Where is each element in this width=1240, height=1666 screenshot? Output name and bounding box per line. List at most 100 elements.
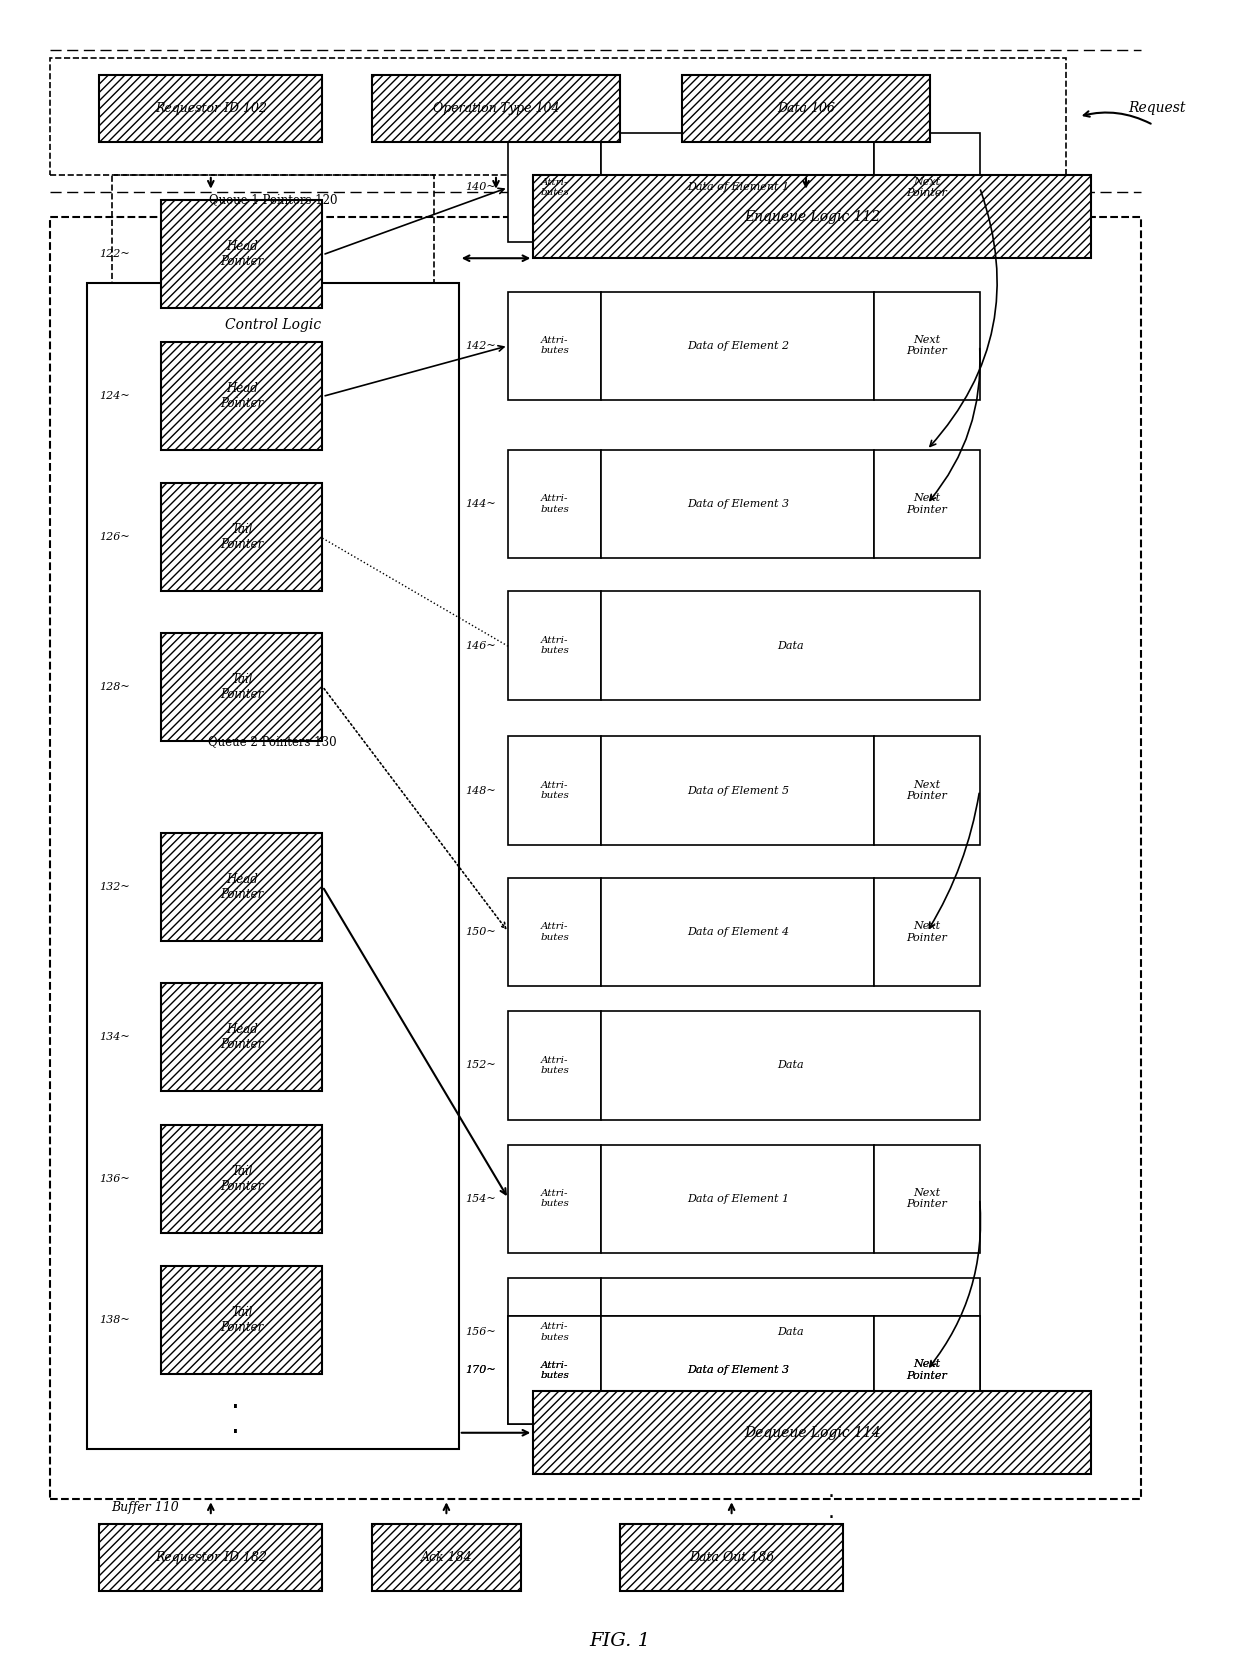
Text: 150~: 150~ <box>465 926 496 938</box>
Text: Control Logic: Control Logic <box>224 318 321 332</box>
Text: Data Out 186: Data Out 186 <box>689 1551 774 1564</box>
Bar <box>533 1391 1091 1474</box>
Text: Attri-
butes: Attri- butes <box>541 495 569 513</box>
Bar <box>601 1145 874 1253</box>
Bar <box>601 1278 980 1386</box>
Bar <box>161 200 322 308</box>
Bar <box>508 591 601 700</box>
Text: Data: Data <box>777 1326 804 1338</box>
Text: ·: · <box>231 1419 241 1446</box>
Bar <box>161 342 322 450</box>
Bar <box>508 133 601 242</box>
Text: 138~: 138~ <box>99 1314 130 1326</box>
Text: Attri-
butes: Attri- butes <box>541 178 569 197</box>
Text: Next
Pointer: Next Pointer <box>906 780 947 801</box>
Bar <box>50 58 1066 175</box>
Text: Data 106: Data 106 <box>777 102 835 115</box>
Bar <box>372 75 620 142</box>
Bar <box>874 450 980 558</box>
Text: Tail
Pointer: Tail Pointer <box>221 523 263 551</box>
Bar <box>601 133 874 242</box>
Text: 142~: 142~ <box>465 340 496 352</box>
Bar <box>508 878 601 986</box>
Text: Attri-
butes: Attri- butes <box>541 1190 569 1208</box>
Bar <box>601 736 874 845</box>
Text: FIG. 1: FIG. 1 <box>589 1633 651 1649</box>
Bar <box>508 292 601 400</box>
Text: Data of Element 3: Data of Element 3 <box>687 498 789 510</box>
Bar <box>874 1316 980 1424</box>
Text: 170~: 170~ <box>465 1364 496 1376</box>
Text: 152~: 152~ <box>465 1060 496 1071</box>
Bar <box>601 1316 874 1424</box>
Text: Attri-
butes: Attri- butes <box>541 337 569 355</box>
Bar <box>601 878 874 986</box>
Bar <box>874 1316 980 1424</box>
Bar <box>508 450 601 558</box>
Text: 146~: 146~ <box>465 640 496 651</box>
Text: Queue 2 Pointers 130: Queue 2 Pointers 130 <box>208 735 337 748</box>
Bar <box>874 133 980 242</box>
Text: Next
Pointer: Next Pointer <box>906 493 947 515</box>
Text: 126~: 126~ <box>99 531 130 543</box>
Text: Data of Element 3: Data of Element 3 <box>687 1364 789 1376</box>
Bar <box>601 450 874 558</box>
Bar <box>620 1524 843 1591</box>
Text: Requestor ID 102: Requestor ID 102 <box>155 102 267 115</box>
Text: Attri-
butes: Attri- butes <box>541 1361 569 1379</box>
Bar <box>161 833 322 941</box>
Text: ·: · <box>827 1508 835 1528</box>
Text: Data of Element 5: Data of Element 5 <box>687 785 789 796</box>
Text: Next
Pointer: Next Pointer <box>906 1188 947 1210</box>
Text: Head
Pointer: Head Pointer <box>221 1023 263 1051</box>
Text: Tail
Pointer: Tail Pointer <box>221 1165 263 1193</box>
Text: ·: · <box>231 1394 241 1421</box>
Bar <box>601 1011 980 1120</box>
Text: Data of Element 1: Data of Element 1 <box>687 1193 789 1205</box>
Text: 132~: 132~ <box>99 881 130 893</box>
Text: Buffer 110: Buffer 110 <box>112 1501 180 1514</box>
Bar <box>601 1316 874 1424</box>
Bar <box>99 1524 322 1591</box>
Text: Operation Type 104: Operation Type 104 <box>433 102 559 115</box>
Text: Attri-
butes: Attri- butes <box>541 636 569 655</box>
Bar <box>50 217 1141 1499</box>
Text: Next
Pointer: Next Pointer <box>906 921 947 943</box>
Text: 124~: 124~ <box>99 390 130 402</box>
Text: 148~: 148~ <box>465 785 496 796</box>
Text: Enqueue Logic 112: Enqueue Logic 112 <box>744 210 880 223</box>
Text: 140~: 140~ <box>465 182 496 193</box>
Text: Attri-
butes: Attri- butes <box>541 1361 569 1379</box>
Bar <box>874 292 980 400</box>
Bar <box>161 633 322 741</box>
Text: Ack 184: Ack 184 <box>420 1551 472 1564</box>
Text: Data: Data <box>777 1060 804 1071</box>
Bar <box>533 175 1091 258</box>
Text: 154~: 154~ <box>465 1193 496 1205</box>
Bar <box>87 283 459 1449</box>
Text: Attri-
butes: Attri- butes <box>541 923 569 941</box>
Text: Next
Pointer: Next Pointer <box>906 177 947 198</box>
Text: Dequeue Logic 114: Dequeue Logic 114 <box>744 1426 880 1439</box>
Bar <box>508 1011 601 1120</box>
Bar <box>161 1125 322 1233</box>
Text: Next
Pointer: Next Pointer <box>906 1359 947 1381</box>
Bar <box>508 1145 601 1253</box>
Text: Tail
Pointer: Tail Pointer <box>221 673 263 701</box>
Text: 128~: 128~ <box>99 681 130 693</box>
Text: Head
Pointer: Head Pointer <box>221 240 263 268</box>
Text: Head
Pointer: Head Pointer <box>221 382 263 410</box>
Text: 134~: 134~ <box>99 1031 130 1043</box>
Bar <box>161 983 322 1091</box>
Text: 136~: 136~ <box>99 1173 130 1185</box>
Text: Data: Data <box>777 640 804 651</box>
Bar <box>508 1278 601 1386</box>
Bar <box>874 878 980 986</box>
Text: 170~: 170~ <box>465 1364 496 1376</box>
Bar <box>112 175 434 608</box>
Text: ·: · <box>827 1486 835 1506</box>
Text: Data of Element 3: Data of Element 3 <box>687 1364 789 1376</box>
Text: Next
Pointer: Next Pointer <box>906 1359 947 1381</box>
Bar <box>874 736 980 845</box>
Bar <box>372 1524 521 1591</box>
